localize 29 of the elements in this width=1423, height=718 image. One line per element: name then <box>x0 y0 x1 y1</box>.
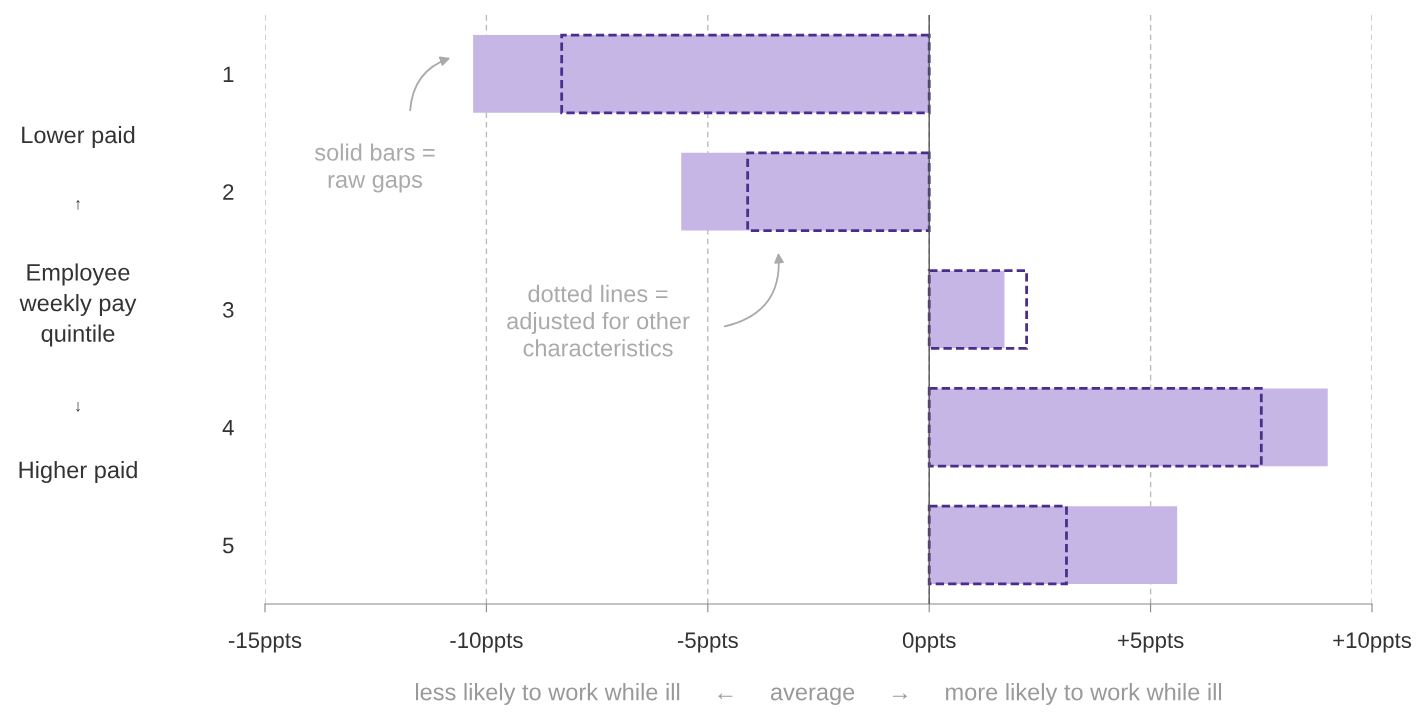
y-tick-label: 1 <box>223 66 234 82</box>
x-tick-label: -15ppts <box>228 632 302 653</box>
bar <box>929 388 1328 467</box>
bar <box>473 35 930 113</box>
y-tick-label: 2 <box>223 184 234 200</box>
x-tick-label: -5ppts <box>677 632 738 653</box>
text: ↑ <box>76 199 80 210</box>
annotation: dotted lines = adjusted for other characteristics <box>507 284 690 357</box>
y-axis-title: Employee weekly pay quintile <box>19 263 137 347</box>
text: Higher paid <box>19 460 137 483</box>
bar <box>927 387 1263 468</box>
bar <box>681 152 930 231</box>
bar <box>560 33 931 115</box>
x-tick-label: -10ppts <box>450 632 523 653</box>
bar <box>927 269 1029 350</box>
text: Lower paid <box>22 126 135 148</box>
text: ↓ <box>76 401 80 412</box>
y-tick-label: 3 <box>222 302 234 318</box>
y-tick-label: 5 <box>222 537 234 554</box>
x-axis-title: less likely to work while ill ← average → more likely to work while ill <box>415 683 1222 706</box>
x-tick-label: 0ppts <box>902 632 956 653</box>
y-tick-label: 4 <box>222 420 234 436</box>
bar <box>929 506 1178 584</box>
bar <box>927 504 1068 586</box>
annotation: solid bars = raw gaps <box>314 143 435 193</box>
bar <box>746 151 931 232</box>
bar <box>929 270 1005 349</box>
x-tick-label: +5ppts <box>1118 632 1184 653</box>
x-tick-label: +10ppts <box>1333 632 1412 653</box>
